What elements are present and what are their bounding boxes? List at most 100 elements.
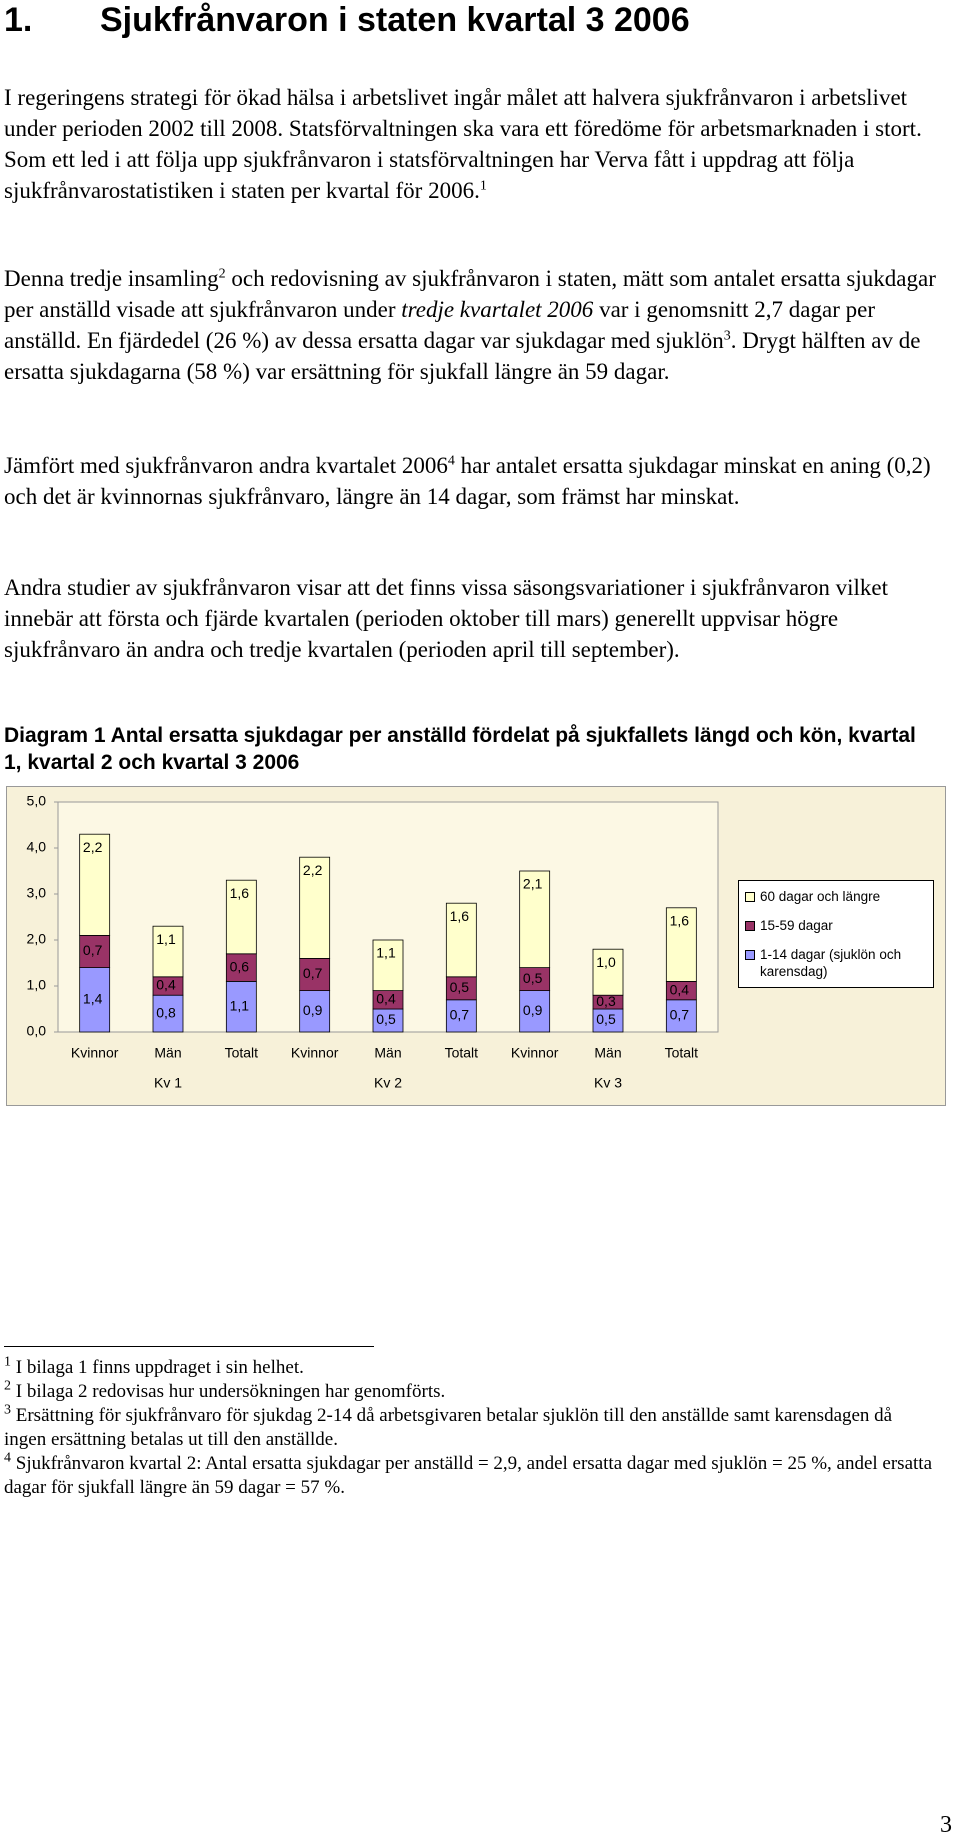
value-label: 0,7 [670, 1007, 690, 1023]
legend-label: 15-59 dagar [760, 918, 833, 933]
value-label: 1,6 [230, 885, 250, 901]
text: var i genomsnitt 2,7 dagar per anställd.… [4, 297, 875, 353]
bar-segment [372, 939, 404, 991]
bar-segment [445, 902, 477, 978]
value-label: 0,7 [450, 1007, 470, 1023]
legend-swatch [745, 950, 755, 960]
legend-item: 15-59 dagar [745, 917, 927, 934]
x-tick-label: Totalt [225, 1045, 259, 1061]
bar-segment [79, 833, 111, 936]
text: och redovisning av sjukfrånvaron i state… [4, 266, 936, 322]
value-label: 0,5 [450, 979, 470, 995]
footnote-ref: 3 [723, 328, 731, 344]
value-label: 2,1 [523, 876, 543, 892]
x-tick-label: Män [374, 1045, 401, 1061]
footnote-ref: 2 [218, 266, 226, 282]
footnote-ref: 4 [447, 453, 455, 469]
value-label: 0,3 [596, 993, 616, 1009]
legend-label: 60 dagar och längre [760, 889, 881, 904]
text: . Drygt hälften av de ersatta sjukdagarn… [4, 328, 921, 384]
value-label: 1,4 [83, 991, 103, 1007]
x-tick-label: Totalt [445, 1045, 479, 1061]
footnote-marker: 1 [4, 1354, 11, 1370]
bar-segment [152, 994, 184, 1033]
footnote-marker: 4 [4, 1450, 11, 1466]
footnote-text: Sjukfrånvaron kvartal 2: Antal ersatta s… [4, 1453, 932, 1498]
value-label: 0,4 [376, 991, 396, 1007]
footnotes: 1 I bilaga 1 finns uppdraget i sin helhe… [4, 1354, 934, 1500]
value-label: 0,4 [670, 981, 690, 997]
paragraph: Jämfört med sjukfrånvaron andra kvartale… [4, 450, 944, 512]
value-label: 0,5 [596, 1011, 616, 1027]
x-tick-label: Kvinnor [291, 1045, 339, 1061]
y-tick-label: 0,0 [27, 1023, 47, 1039]
chart-title: Diagram 1 Antal ersatta sjukdagar per an… [4, 724, 916, 774]
legend-item: 1-14 dagar (sjuklön och karensdag) [745, 946, 927, 980]
y-tick-label: 2,0 [27, 931, 47, 947]
footnote-rule [4, 1346, 374, 1347]
bar-segment [665, 999, 697, 1033]
bar-segment [299, 856, 331, 959]
value-label: 0,4 [156, 977, 176, 993]
value-label: 1,0 [596, 954, 616, 970]
bar-segment [79, 967, 111, 1033]
paragraph: Andra studier av sjukfrånvaron visar att… [4, 572, 944, 665]
legend-label: 1-14 dagar (sjuklön och karensdag) [760, 947, 902, 979]
value-label: 0,9 [303, 1002, 323, 1018]
bar-segment [519, 990, 551, 1033]
bar-segment [152, 925, 184, 978]
italic-text: tredje kvartalet 2006 [401, 297, 594, 322]
text: Andra studier av sjukfrånvaron visar att… [4, 575, 888, 662]
footnote-ref: 1 [479, 178, 487, 194]
chart: 0,0 1,0 2,0 3,0 4,0 5,0 Kvinnor 1,4 0,7 2,2 Män 0,8… [6, 786, 946, 1106]
x-tick-label: Män [154, 1045, 181, 1061]
footnote: 2 I bilaga 2 redovisas hur undersökninge… [4, 1378, 934, 1404]
text: Jämfört med sjukfrånvaron andra kvartale… [4, 453, 448, 478]
bar-segment [225, 879, 257, 955]
text: har antalet ersatta sjukdagar minskat en… [4, 453, 931, 509]
value-label: 0,6 [230, 958, 250, 974]
x-tick-label: Kvinnor [71, 1045, 119, 1061]
value-label: 1,1 [230, 997, 250, 1013]
y-tick-label: 5,0 [27, 793, 47, 809]
value-label: 1,6 [450, 908, 470, 924]
value-label: 0,9 [523, 1002, 543, 1018]
value-label: 2,2 [83, 839, 103, 855]
bar-segment [519, 870, 551, 968]
paragraph: Denna tredje insamling2 och redovisning … [4, 263, 944, 387]
x-tick-label: Kvinnor [511, 1045, 559, 1061]
value-label: 0,7 [83, 942, 103, 958]
value-label: 0,5 [523, 970, 543, 986]
y-tick-label: 4,0 [27, 839, 47, 855]
x-tick-label: Totalt [665, 1045, 699, 1061]
text: Denna tredje insamling [4, 266, 219, 291]
heading: 1. Sjukfrånvaron i staten kvartal 3 2006 [4, 0, 690, 40]
value-label: 1,1 [156, 931, 176, 947]
bar-segment [225, 980, 257, 1033]
y-tick-label: 1,0 [27, 977, 47, 993]
group-label: Kv 1 [154, 1075, 182, 1091]
footnote-marker: 3 [4, 1402, 11, 1418]
value-label: 1,1 [376, 945, 396, 961]
footnote: 3 Ersättning för sjukfrånvaro för sjukda… [4, 1402, 934, 1452]
footnote-marker: 2 [4, 1378, 11, 1394]
bar-segment [592, 948, 624, 996]
bar-segment [299, 957, 331, 991]
value-label: 1,6 [670, 913, 690, 929]
legend-item: 60 dagar och längre [745, 888, 927, 905]
footnote: 4 Sjukfrånvaron kvartal 2: Antal ersatta… [4, 1450, 934, 1500]
footnote-text: I bilaga 1 finns uppdraget i sin helhet. [11, 1357, 304, 1378]
page-number: 3 [940, 1812, 952, 1838]
value-label: 0,7 [303, 965, 323, 981]
heading-number: 1. [4, 1, 33, 39]
group-label: Kv 2 [374, 1075, 402, 1091]
value-label: 0,8 [156, 1004, 176, 1020]
value-label: 0,5 [376, 1011, 396, 1027]
legend: 60 dagar och längre 15-59 dagar 1-14 dagar… [738, 880, 934, 988]
paragraph: I regeringens strategi för ökad hälsa i … [4, 82, 944, 206]
text: I regeringens strategi för ökad hälsa i … [4, 85, 922, 203]
value-label: 2,2 [303, 862, 323, 878]
x-tick-label: Män [594, 1045, 621, 1061]
y-tick-label: 3,0 [27, 885, 47, 901]
